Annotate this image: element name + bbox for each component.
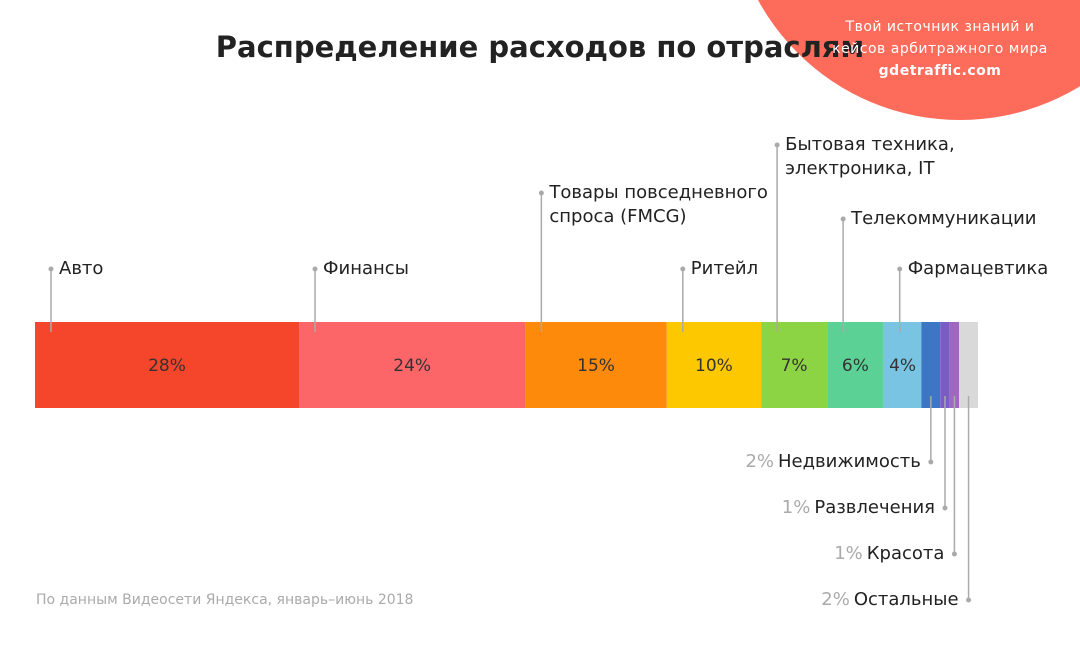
category-label: Товары повседневного спроса (FMCG) (549, 182, 768, 227)
leader-dot (680, 266, 686, 272)
value-label: 6% (842, 356, 869, 376)
bar-segment (921, 322, 941, 408)
leader-dot (928, 459, 934, 465)
bottom-label: 2% Остальные (821, 588, 958, 612)
bar-segment (883, 322, 922, 408)
value-label: 15% (577, 356, 615, 376)
leader-dot (966, 597, 972, 603)
bar-segment (761, 322, 828, 408)
category-label: Телекоммуникации (851, 208, 1037, 229)
value-label: 10% (695, 356, 733, 376)
bottom-label: 1% Развлечения (782, 496, 935, 520)
value-label: 2% (821, 589, 850, 610)
bar-segment (35, 322, 300, 408)
leader-dot (942, 505, 948, 511)
category-label: Остальные (853, 589, 959, 610)
watermark-tagline: Твой источник знаний и кейсов арбитражно… (832, 19, 1048, 57)
value-label: 2% (745, 451, 774, 472)
leader-dot (538, 190, 544, 196)
bar-segment (940, 322, 950, 408)
leader-dot (312, 266, 318, 272)
bar-segment (666, 322, 762, 408)
bottom-label: 1% Красота (834, 542, 944, 566)
leader-dot (48, 266, 54, 272)
bar-segment (827, 322, 884, 408)
category-label: Недвижимость (778, 451, 921, 472)
source-note: По данным Видеосети Яндекса, январь–июнь… (36, 592, 414, 608)
value-label: 24% (393, 356, 431, 376)
bar-segment (299, 322, 526, 408)
watermark-site[interactable]: gdetraffic.com (878, 63, 1002, 79)
watermark-circle (758, 0, 1080, 120)
leader-dot (774, 142, 780, 148)
category-label: Авто (59, 258, 104, 279)
value-label: 4% (889, 356, 916, 376)
category-label: Фармацевтика (907, 258, 1049, 279)
category-label: Бытовая техника, электроника, IT (785, 134, 955, 179)
value-label: 7% (781, 356, 808, 376)
leader-dot (951, 551, 957, 557)
bar-segment (959, 322, 978, 408)
value-label: 28% (148, 356, 186, 376)
category-label: Ритейл (690, 258, 759, 279)
category-label: Финансы (323, 258, 409, 279)
bar-segment (525, 322, 667, 408)
value-label: 1% (834, 543, 863, 564)
leader-dot (840, 216, 846, 222)
leader-dot (897, 266, 903, 272)
watermark: Твой источник знаний и кейсов арбитражно… (780, 16, 1080, 82)
value-label: 1% (781, 497, 811, 518)
bar-segment (949, 322, 960, 408)
category-label: Развлечения (814, 497, 935, 518)
bottom-label: 2% Недвижимость (745, 450, 920, 474)
chart-title: Распределение расходов по отраслям (215, 30, 865, 64)
category-label: Красота (866, 543, 945, 564)
